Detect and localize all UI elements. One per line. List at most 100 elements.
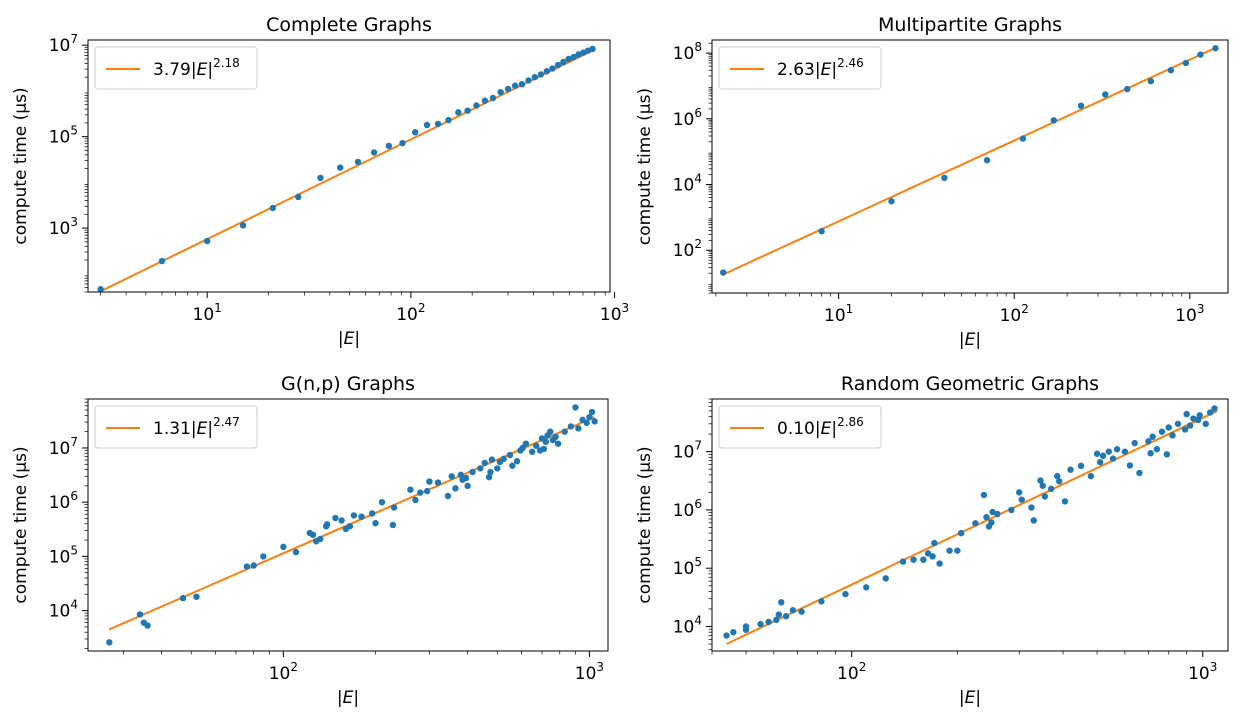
data-point (487, 468, 494, 476)
data-point (778, 599, 785, 606)
data-point (782, 613, 790, 620)
data-point (972, 520, 979, 527)
data-point (457, 471, 465, 478)
data-point (910, 556, 917, 563)
data-point (385, 142, 393, 150)
legend: 3.79|E|2.18 (94, 46, 258, 90)
data-point (506, 451, 514, 459)
y-tick-label: 107 (49, 435, 78, 459)
data-point (509, 462, 516, 469)
legend-box (94, 405, 258, 449)
data-point (518, 81, 526, 88)
data-point (1121, 448, 1129, 455)
data-point (1047, 485, 1055, 493)
data-point (338, 517, 345, 524)
data-point (445, 116, 452, 124)
data-point (1147, 77, 1155, 85)
y-axis-label: compute time (μs) (11, 446, 31, 603)
data-point (292, 548, 300, 556)
data-point (1196, 412, 1203, 419)
data-point (332, 514, 339, 522)
minor-ticks (708, 398, 1188, 655)
data-point (1054, 472, 1061, 480)
data-point (842, 590, 849, 598)
data-point (411, 129, 419, 136)
data-point (481, 459, 488, 467)
x-tick-label: 103 (1188, 660, 1217, 684)
data-point (570, 53, 577, 61)
data-point (462, 474, 470, 482)
data-point (954, 547, 961, 554)
data-point (1096, 458, 1104, 466)
data-point (723, 632, 730, 639)
data-point (1126, 462, 1134, 469)
y-tick-label: 107 (49, 32, 78, 56)
data-point (370, 149, 378, 156)
data-point (957, 529, 965, 537)
x-tick-label: 102 (396, 301, 425, 325)
data-point (1136, 469, 1143, 477)
data-point (464, 107, 471, 114)
y-tick-label: 106 (673, 106, 702, 130)
data-point (549, 65, 556, 72)
data-point (899, 558, 907, 565)
data-point (455, 109, 462, 116)
data-point (494, 465, 501, 472)
y-tick-label: 106 (673, 497, 702, 521)
data-point (773, 616, 780, 624)
data-point (481, 97, 489, 104)
data-point (589, 45, 596, 53)
data-point (528, 448, 536, 455)
data-point (543, 68, 551, 75)
data-point (1165, 424, 1172, 431)
legend-label: 3.79|E|2.18 (153, 56, 240, 80)
fit-line (722, 46, 1216, 276)
data-point (423, 121, 431, 129)
plot-area (723, 405, 1218, 645)
legend-box (94, 46, 258, 90)
data-point (575, 425, 582, 432)
x-tick-label: 102 (837, 660, 866, 684)
data-point (1186, 422, 1194, 429)
data-point (554, 440, 562, 447)
data-point (106, 639, 113, 646)
data-point (522, 440, 530, 447)
data-point (547, 428, 554, 435)
data-point (358, 513, 365, 520)
data-point (179, 594, 187, 602)
y-tick-label: 105 (49, 543, 78, 567)
legend-box (718, 405, 882, 449)
data-point (565, 55, 572, 63)
fit-line (726, 410, 1218, 645)
data-point (280, 543, 287, 551)
y-tick-label: 102 (673, 237, 702, 261)
data-point (1158, 428, 1166, 435)
data-point (350, 512, 358, 519)
data-point (1019, 135, 1027, 142)
data-point (1149, 433, 1156, 440)
data-point (818, 598, 825, 605)
data-point (730, 628, 737, 636)
data-point (941, 174, 948, 182)
data-point (1131, 439, 1138, 447)
data-point (572, 404, 579, 411)
chart-panel-3: G(n,p) Graphs 102 103 104 105 106 107 |E| comput… (11, 373, 609, 708)
data-point (1056, 478, 1063, 485)
data-point (513, 458, 521, 465)
data-point (1169, 432, 1176, 439)
data-point (448, 473, 455, 480)
data-point (980, 491, 988, 499)
x-axis-label: |E| (959, 688, 981, 708)
data-point (561, 428, 568, 435)
data-point (552, 433, 559, 441)
data-point (464, 482, 471, 490)
data-point (1211, 405, 1218, 412)
data-point (1037, 477, 1044, 484)
minor-ticks (84, 46, 606, 296)
chart-title: Random Geometric Graphs (841, 373, 1099, 395)
data-point (537, 71, 545, 78)
data-point (378, 498, 386, 506)
data-point (742, 626, 750, 633)
data-point (1050, 117, 1057, 124)
y-tick-label: 104 (49, 598, 78, 622)
